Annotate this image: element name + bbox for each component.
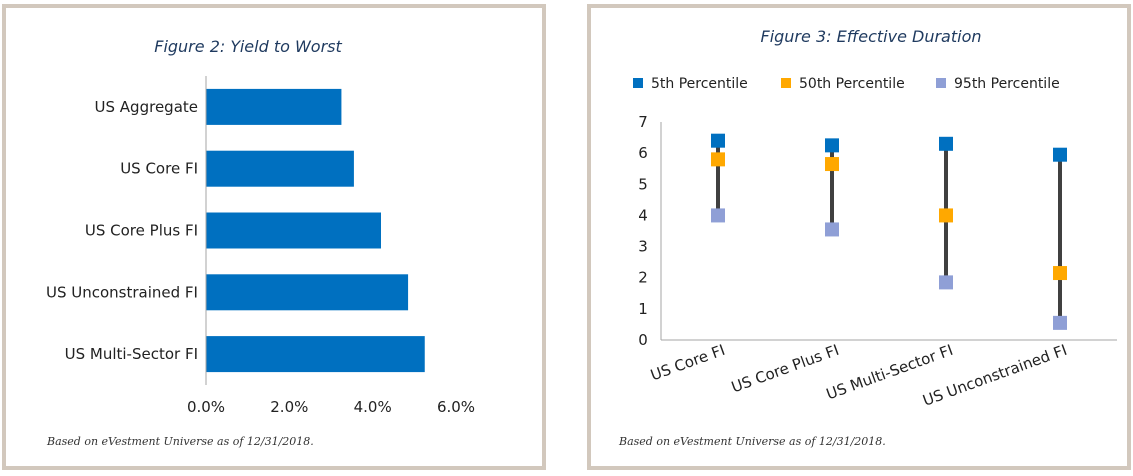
- category-label: US Core FI: [120, 160, 198, 178]
- marker-95th-percentile: [711, 208, 725, 223]
- x-tick-label: 0.0%: [187, 398, 225, 416]
- bar-us-multi-sector-fi: [206, 336, 425, 373]
- marker-5th-percentile: [939, 136, 953, 151]
- footnote: Based on eVestment Universe as of 12/31/…: [618, 435, 886, 448]
- legend-swatch: [781, 78, 791, 88]
- yield-to-worst-chart: Figure 2: Yield to Worst US Aggregate US …: [46, 37, 475, 448]
- x-tick-label: 2.0%: [270, 398, 308, 416]
- y-tick-label: 2: [638, 269, 648, 287]
- legend-label: 50th Percentile: [799, 76, 905, 92]
- category-label: US Core Plus FI: [85, 222, 198, 240]
- y-tick-label: 0: [638, 331, 648, 349]
- y-tick-label: 7: [638, 113, 648, 131]
- marker-95th-percentile: [939, 275, 953, 290]
- y-tick-label: 4: [638, 206, 648, 224]
- marker-5th-percentile: [1053, 147, 1067, 162]
- marker-50th-percentile: [939, 208, 953, 223]
- yield-to-worst-panel: Figure 2: Yield to Worst US Aggregate US …: [2, 4, 546, 470]
- marker-50th-percentile: [825, 157, 839, 172]
- chart-title: Figure 3: Effective Duration: [760, 27, 981, 46]
- y-tick-label: 1: [638, 300, 648, 318]
- legend-label: 5th Percentile: [651, 76, 748, 92]
- legend-label: 95th Percentile: [954, 76, 1060, 92]
- legend-swatch: [936, 78, 946, 88]
- bar-us-aggregate: [206, 88, 342, 125]
- category-label: US Aggregate: [95, 98, 198, 116]
- marker-50th-percentile: [1053, 266, 1067, 281]
- bar-us-core-plus-fi: [206, 212, 381, 249]
- category-label: US Core FI: [648, 341, 727, 385]
- bar-us-unconstrained-fi: [206, 274, 409, 311]
- y-tick-label: 3: [638, 238, 648, 256]
- marker-5th-percentile: [711, 133, 725, 148]
- effective-duration-panel: Figure 3: Effective Duration 5th Percent…: [587, 4, 1131, 470]
- footnote: Based on eVestment Universe as of 12/31/…: [46, 435, 314, 448]
- marker-5th-percentile: [825, 138, 839, 153]
- y-tick-label: 6: [638, 144, 648, 162]
- chart-title: Figure 2: Yield to Worst: [154, 37, 342, 56]
- bar-us-core-fi: [206, 150, 354, 187]
- legend-swatch: [633, 78, 643, 88]
- category-label: US Multi-Sector FI: [65, 345, 198, 363]
- category-label: US Unconstrained FI: [46, 283, 198, 301]
- marker-95th-percentile: [825, 222, 839, 237]
- x-tick-label: 4.0%: [354, 398, 392, 416]
- effective-duration-chart: Figure 3: Effective Duration 5th Percent…: [618, 27, 1117, 448]
- y-tick-label: 5: [638, 175, 648, 193]
- marker-50th-percentile: [711, 152, 725, 167]
- marker-95th-percentile: [1053, 315, 1067, 330]
- x-tick-label: 6.0%: [437, 398, 475, 416]
